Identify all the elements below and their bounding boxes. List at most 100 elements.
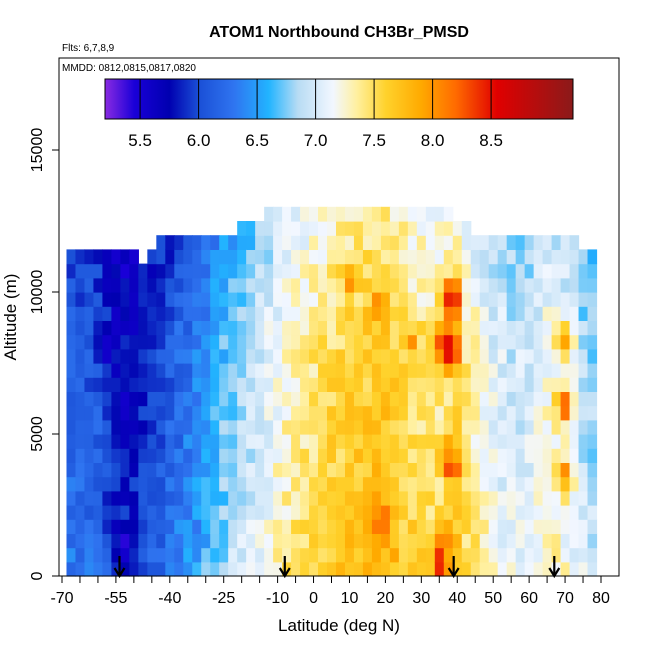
heatmap-cell xyxy=(506,547,517,563)
heatmap-cell xyxy=(318,363,328,378)
heatmap-cell xyxy=(344,306,355,321)
heatmap-cell xyxy=(201,561,211,577)
heatmap-cell xyxy=(533,405,544,421)
heatmap-cell xyxy=(362,462,373,478)
heatmap-cell xyxy=(300,547,310,563)
heatmap-cell xyxy=(111,348,121,364)
heatmap-cell xyxy=(129,363,139,378)
heatmap-cell xyxy=(452,377,463,392)
heatmap-cell xyxy=(282,561,292,577)
heatmap-cell xyxy=(75,490,86,506)
heatmap-cell xyxy=(219,405,229,421)
heatmap-cell xyxy=(587,419,598,435)
heatmap-cell xyxy=(416,434,427,449)
heatmap-cell xyxy=(587,377,598,392)
heatmap-cell xyxy=(524,533,535,549)
heatmap-cell xyxy=(425,320,436,336)
heatmap-cell xyxy=(246,519,256,534)
heatmap-cell xyxy=(524,363,535,378)
heatmap-cell xyxy=(264,206,274,222)
heatmap-cell xyxy=(443,490,454,506)
heatmap-cell xyxy=(587,505,598,520)
heatmap-cell xyxy=(470,377,481,392)
heatmap-cell xyxy=(470,519,481,534)
heatmap-cell xyxy=(542,519,553,534)
heatmap-cell xyxy=(219,434,229,449)
heatmap-cell xyxy=(201,306,211,321)
heatmap-cell xyxy=(578,476,589,492)
heatmap-cell xyxy=(66,334,77,350)
heatmap-cell xyxy=(407,533,418,549)
heatmap-cell xyxy=(380,363,391,378)
heatmap-cell xyxy=(569,363,580,378)
heatmap-cell xyxy=(461,462,472,478)
heatmap-cell xyxy=(201,363,211,378)
heatmap-cell xyxy=(210,235,220,250)
heatmap-cell xyxy=(237,377,247,392)
colorbar-ticks: 5.5 6.0 6.5 7.0 7.5 8.0 8.5 xyxy=(128,79,503,150)
heatmap-cell xyxy=(264,419,274,435)
heatmap-cell xyxy=(228,292,238,307)
heatmap-cell xyxy=(165,434,175,449)
heatmap-cell xyxy=(425,448,436,463)
heatmap-cell xyxy=(371,561,382,577)
x-tick-label: 0 xyxy=(309,590,318,607)
heatmap-cell xyxy=(219,306,229,321)
heatmap-cell xyxy=(335,547,346,563)
heatmap-cell xyxy=(246,235,256,250)
heatmap-cell xyxy=(273,363,283,378)
heatmap-cell xyxy=(300,263,310,279)
heatmap-cell xyxy=(533,419,544,435)
heatmap-cell xyxy=(165,519,175,534)
heatmap-cell xyxy=(515,377,526,392)
heatmap-cell xyxy=(282,391,292,407)
heatmap-cell xyxy=(66,277,77,293)
heatmap-cell xyxy=(569,519,580,534)
heatmap-cell xyxy=(84,448,95,463)
heatmap-cell xyxy=(407,306,418,321)
heatmap-cell xyxy=(416,263,427,279)
heatmap-cell xyxy=(102,334,112,350)
heatmap-cell xyxy=(443,505,454,520)
heatmap-cell xyxy=(156,448,166,463)
heatmap-cell xyxy=(389,292,400,307)
heatmap-cell xyxy=(273,249,283,265)
heatmap-cell xyxy=(398,221,409,236)
heatmap-cell xyxy=(470,263,481,279)
heatmap-cell xyxy=(551,419,562,435)
heatmap-cell xyxy=(183,292,193,307)
heatmap-cell xyxy=(461,391,472,407)
heatmap-cell xyxy=(291,377,301,392)
heatmap-cell xyxy=(461,448,472,463)
heatmap-cell xyxy=(362,221,373,236)
heatmap-cell xyxy=(497,533,508,549)
heatmap-cell xyxy=(434,320,445,336)
heatmap-cell xyxy=(138,348,148,364)
x-tick-label: 50 xyxy=(484,590,502,607)
heatmap-cell xyxy=(138,277,148,293)
heatmap-cell xyxy=(75,363,86,378)
heatmap-cell xyxy=(407,405,418,421)
heatmap-cell xyxy=(93,377,104,392)
heatmap-cell xyxy=(551,434,562,449)
heatmap-cell xyxy=(380,221,391,236)
heatmap-cell xyxy=(533,306,544,321)
heatmap-cell xyxy=(560,348,571,364)
heatmap-cell xyxy=(75,547,86,563)
heatmap-cell xyxy=(201,533,211,549)
heatmap-cell xyxy=(497,391,508,407)
heatmap-cell xyxy=(524,547,535,563)
heatmap-cell xyxy=(344,206,355,222)
heatmap-cell xyxy=(560,490,571,506)
heatmap-cell xyxy=(282,206,292,222)
heatmap-cell xyxy=(560,306,571,321)
heatmap-cell xyxy=(66,377,77,392)
heatmap-cell xyxy=(255,249,265,265)
heatmap-cell xyxy=(560,377,571,392)
heatmap-cell xyxy=(66,448,77,463)
heatmap-cell xyxy=(497,476,508,492)
heatmap-cell xyxy=(515,391,526,407)
heatmap-cell xyxy=(344,348,355,364)
heatmap-cell xyxy=(165,547,175,563)
heatmap-cell xyxy=(192,434,202,449)
